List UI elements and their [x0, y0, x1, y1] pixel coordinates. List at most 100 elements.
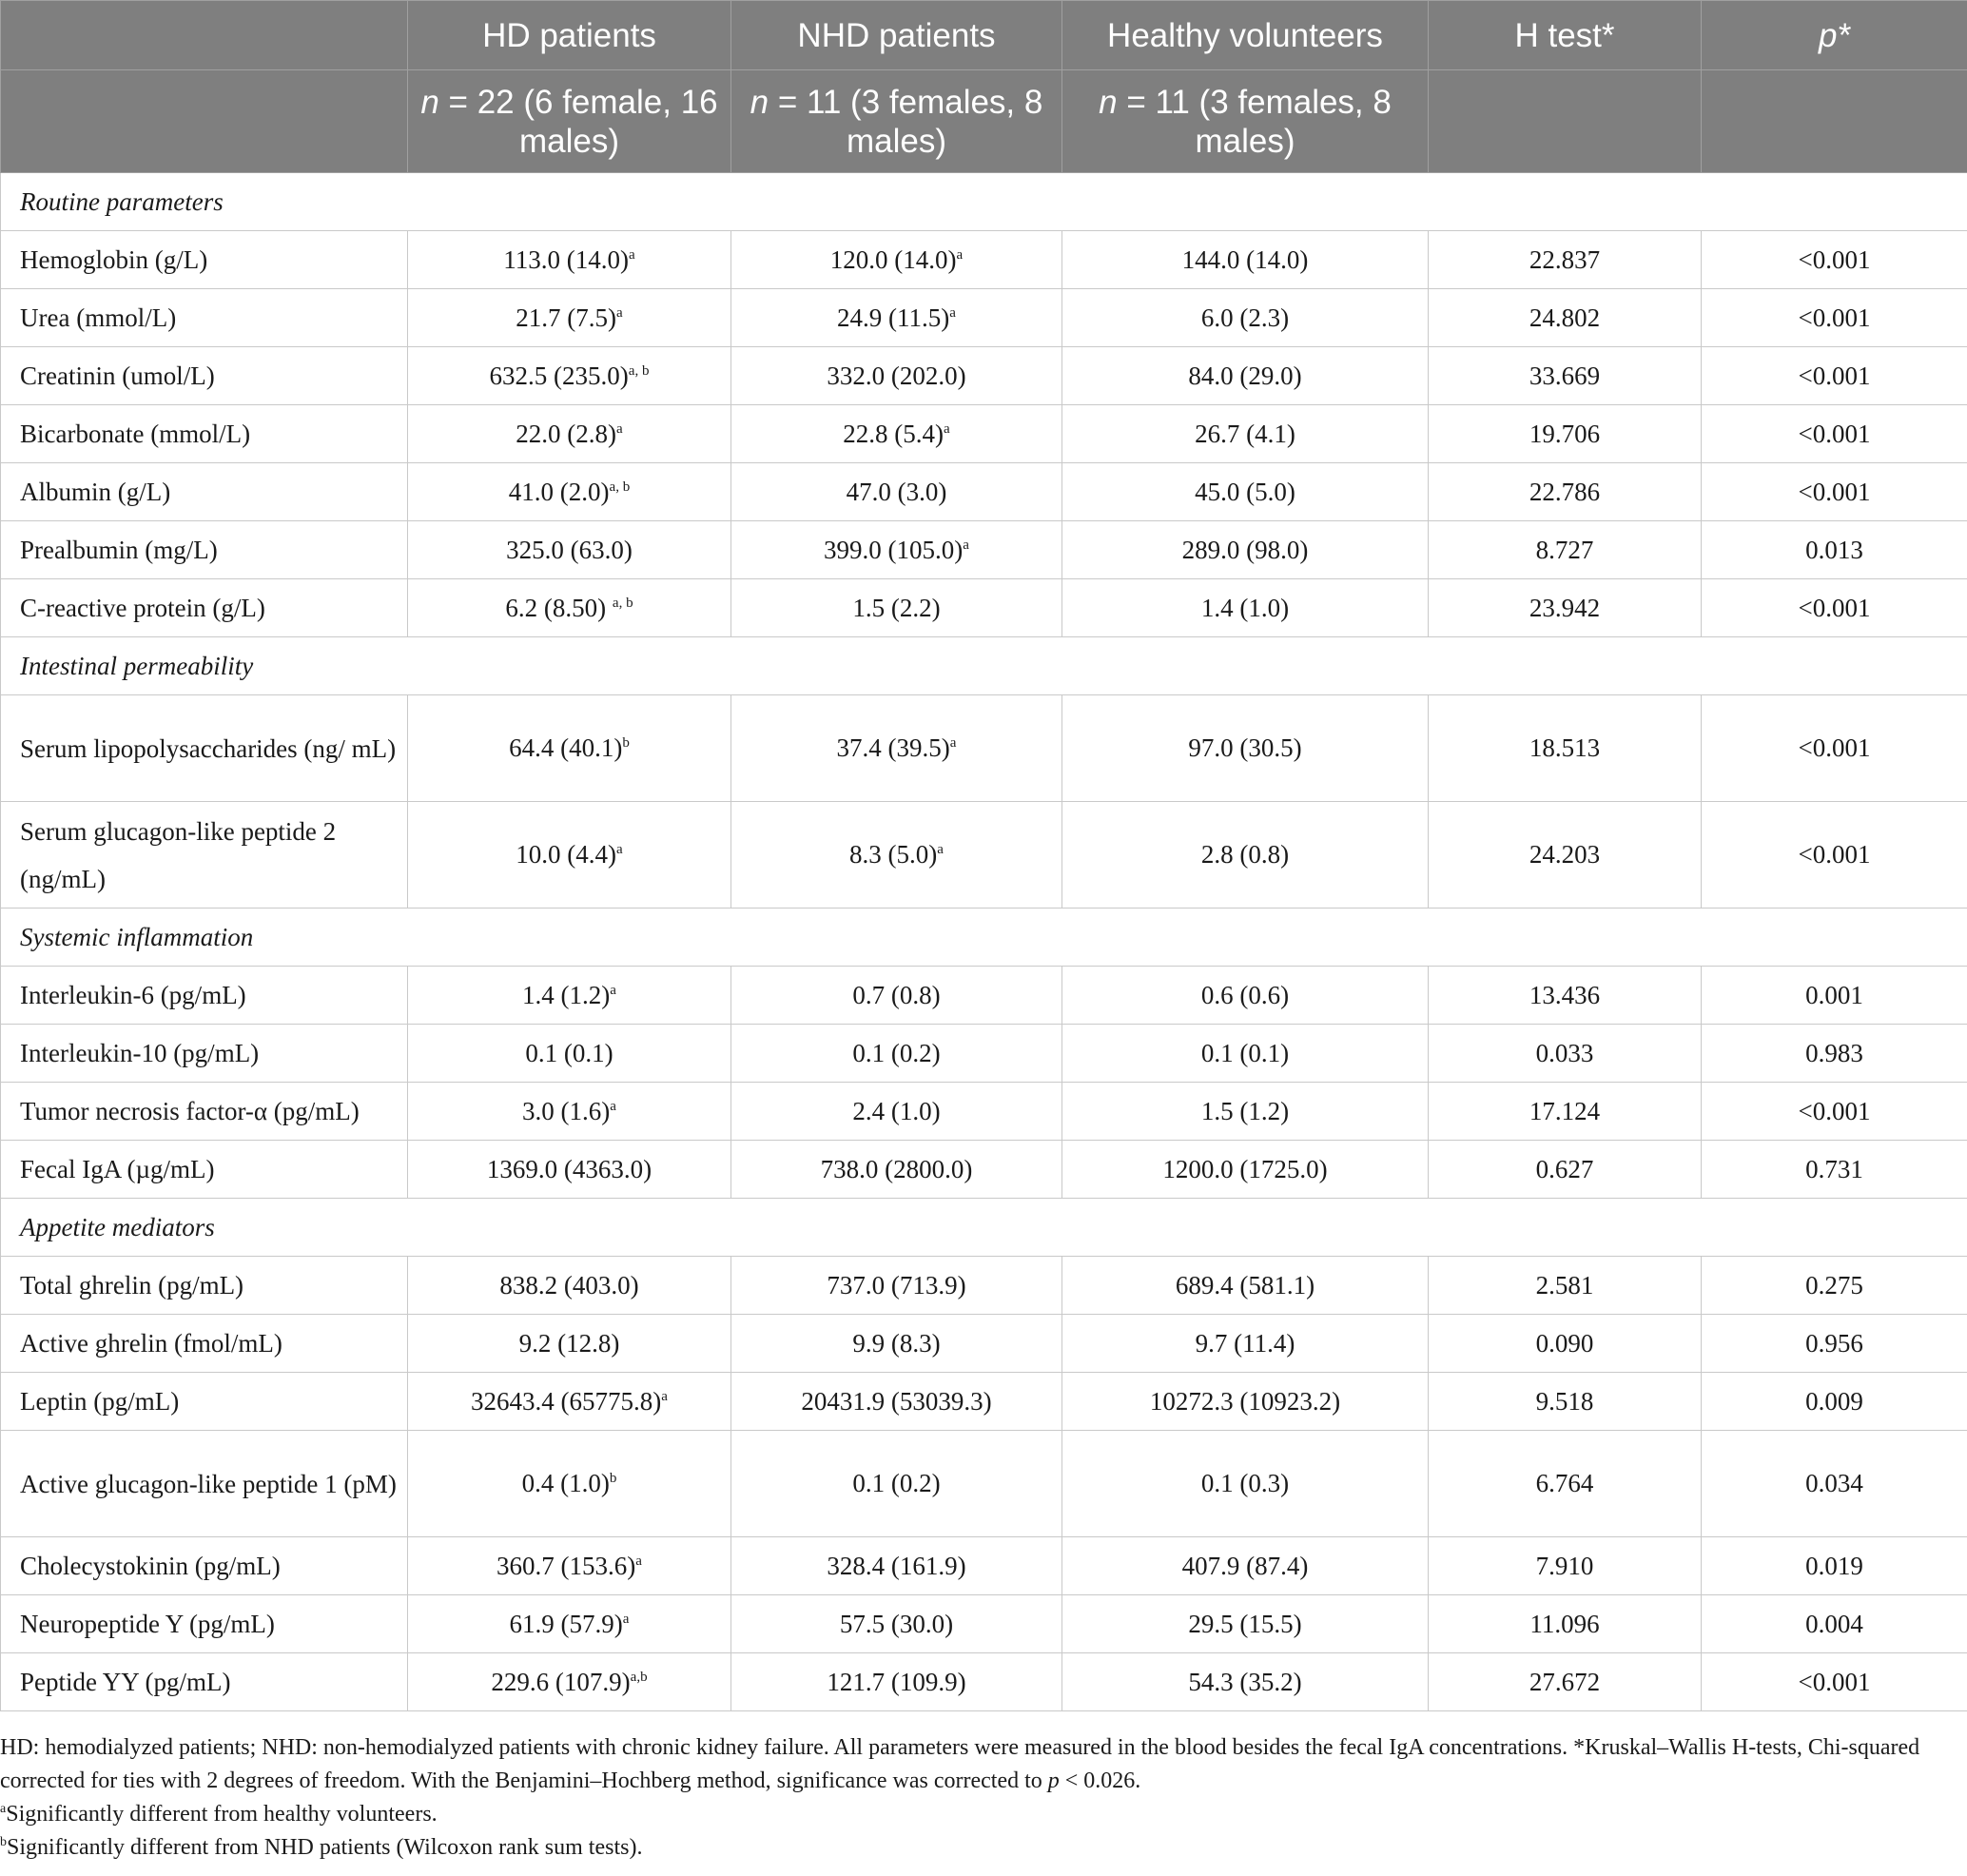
header-row-1: HD patients NHD patients Healthy volunte… — [0, 0, 1967, 70]
nhd-value: 8.3 (5.0) — [849, 840, 938, 869]
nhd-value-cell: 57.5 (30.0) — [730, 1594, 1062, 1653]
hd-value: 10.0 (4.4) — [516, 840, 617, 869]
nhd-value-cell: 47.0 (3.0) — [730, 462, 1062, 521]
hd-value-cell: 0.4 (1.0)b — [407, 1430, 731, 1537]
table-row: Urea (mmol/L) 21.7 (7.5)a 24.9 (11.5)a 6.0 … — [0, 288, 1967, 347]
nhd-value: 0.1 (0.2) — [852, 1469, 941, 1497]
p-value: <0.001 — [1701, 801, 1967, 909]
significance-mark: a — [956, 246, 964, 263]
parameter-label: Prealbumin (mg/L) — [0, 520, 408, 579]
nhd-value: 738.0 (2800.0) — [820, 1154, 973, 1183]
table-footnotes: HD: hemodialyzed patients; NHD: non-hemo… — [0, 1731, 1959, 1865]
table-row: Peptide YY (pg/mL) 229.6 (107.9)a,b 121.7 … — [0, 1652, 1967, 1711]
table-row: Cholecystokinin (pg/mL) 360.7 (153.6)a 328… — [0, 1536, 1967, 1595]
nhd-value-cell: 328.4 (161.9) — [730, 1536, 1062, 1595]
p-value: <0.001 — [1701, 230, 1967, 289]
h-test-value: 11.096 — [1428, 1594, 1702, 1653]
header-empty-1 — [0, 69, 408, 173]
p-value: <0.001 — [1701, 462, 1967, 521]
nhd-value: 2.4 (1.0) — [852, 1096, 941, 1125]
hv-value: 407.9 (87.4) — [1061, 1536, 1429, 1595]
parameter-label: Albumin (g/L) — [0, 462, 408, 521]
hv-value: 1.4 (1.0) — [1061, 578, 1429, 637]
hd-value-cell: 32643.4 (65775.8)a — [407, 1372, 731, 1431]
parameter-label: C-reactive protein (g/L) — [0, 578, 408, 637]
table-row: C-reactive protein (g/L) 6.2 (8.50) a, b 1… — [0, 578, 1967, 637]
header-corner — [0, 0, 408, 70]
hd-value-cell: 1369.0 (4363.0) — [407, 1140, 731, 1199]
nhd-value-cell: 0.1 (0.2) — [730, 1430, 1062, 1537]
nhd-value-cell: 1.5 (2.2) — [730, 578, 1062, 637]
nhd-value-cell: 24.9 (11.5)a — [730, 288, 1062, 347]
significance-mark: a, b — [612, 595, 633, 611]
significance-mark: b — [622, 735, 630, 751]
hv-value: 26.7 (4.1) — [1061, 404, 1429, 463]
nhd-value: 57.5 (30.0) — [839, 1609, 954, 1638]
hd-value: 32643.4 (65775.8) — [471, 1386, 662, 1416]
hv-value: 1200.0 (1725.0) — [1061, 1140, 1429, 1199]
footnote-b-text: Significantly different from NHD patient… — [7, 1835, 643, 1860]
footnote-a-mark: a — [0, 1802, 7, 1816]
p-value: 0.731 — [1701, 1140, 1967, 1199]
h-test-value: 13.436 — [1428, 966, 1702, 1025]
hd-value: 0.4 (1.0) — [521, 1469, 610, 1497]
table-row: Prealbumin (mg/L) 325.0 (63.0) 399.0 (105.… — [0, 520, 1967, 579]
nhd-value-cell: 0.1 (0.2) — [730, 1024, 1062, 1083]
table-row: Hemoglobin (g/L) 113.0 (14.0)a 120.0 (14.0… — [0, 230, 1967, 289]
table-row: Creatinin (umol/L) 632.5 (235.0)a, b 332.0… — [0, 346, 1967, 405]
p-value: <0.001 — [1701, 694, 1967, 802]
table-row: Interleukin-10 (pg/mL) 0.1 (0.1) 0.1 (0.2)… — [0, 1024, 1967, 1083]
p-value: 0.275 — [1701, 1256, 1967, 1315]
hd-value-cell: 10.0 (4.4)a — [407, 801, 731, 909]
nhd-value-cell: 0.7 (0.8) — [730, 966, 1062, 1025]
header-hv-n: n = 11 (3 females, 8 males) — [1061, 69, 1429, 173]
nhd-value-cell: 120.0 (14.0)a — [730, 230, 1062, 289]
table-row: Leptin (pg/mL) 32643.4 (65775.8)a 20431.9 … — [0, 1372, 1967, 1431]
hd-value-cell: 9.2 (12.8) — [407, 1314, 731, 1373]
nhd-value: 399.0 (105.0) — [824, 535, 964, 564]
nhd-value-cell: 738.0 (2800.0) — [730, 1140, 1062, 1199]
h-test-value: 24.203 — [1428, 801, 1702, 909]
header-empty-3 — [1701, 69, 1967, 173]
nhd-value-cell: 121.7 (109.9) — [730, 1652, 1062, 1711]
nhd-value: 47.0 (3.0) — [846, 477, 947, 506]
nhd-value-cell: 399.0 (105.0)a — [730, 520, 1062, 579]
parameter-label: Interleukin-6 (pg/mL) — [0, 966, 408, 1025]
section-title: Routine parameters — [0, 172, 1967, 231]
hv-value: 289.0 (98.0) — [1061, 520, 1429, 579]
section-row: Routine parameters — [0, 172, 1967, 231]
parameter-label: Interleukin-10 (pg/mL) — [0, 1024, 408, 1083]
p-value: <0.001 — [1701, 404, 1967, 463]
h-test-value: 7.910 — [1428, 1536, 1702, 1595]
n-symbol: n — [750, 83, 769, 121]
hd-value-cell: 64.4 (40.1)b — [407, 694, 731, 802]
hd-value: 6.2 (8.50) — [505, 593, 613, 622]
hv-value: 97.0 (30.5) — [1061, 694, 1429, 802]
nhd-value: 0.1 (0.2) — [852, 1038, 941, 1067]
hd-value: 838.2 (403.0) — [499, 1270, 639, 1300]
significance-mark: a, b — [628, 362, 650, 379]
hd-value: 360.7 (153.6) — [497, 1551, 636, 1580]
hv-value: 689.4 (581.1) — [1061, 1256, 1429, 1315]
hd-value: 1369.0 (4363.0) — [486, 1154, 652, 1183]
nhd-value: 332.0 (202.0) — [827, 361, 966, 390]
parameter-label: Peptide YY (pg/mL) — [0, 1652, 408, 1711]
h-test-value: 23.942 — [1428, 578, 1702, 637]
hv-value: 0.1 (0.3) — [1061, 1430, 1429, 1537]
n-symbol: n — [1099, 83, 1118, 121]
parameter-label: Neuropeptide Y (pg/mL) — [0, 1594, 408, 1653]
section-title: Appetite mediators — [0, 1198, 1967, 1257]
hd-value: 64.4 (40.1) — [509, 733, 623, 762]
parameter-label: Serum glucagon-like peptide 2 (ng/mL) — [0, 801, 408, 909]
significance-mark: a — [610, 982, 616, 998]
table-row: Fecal IgA (µg/mL) 1369.0 (4363.0) 738.0 (2… — [0, 1140, 1967, 1199]
significance-mark: a — [616, 420, 623, 437]
significance-mark: a,b — [630, 1669, 648, 1685]
hv-value: 0.1 (0.1) — [1061, 1024, 1429, 1083]
h-test-value: 22.786 — [1428, 462, 1702, 521]
significance-mark: a — [635, 1553, 642, 1569]
table-row: Active ghrelin (fmol/mL) 9.2 (12.8) 9.9 (8… — [0, 1314, 1967, 1373]
parameter-label: Fecal IgA (µg/mL) — [0, 1140, 408, 1199]
hd-value: 22.0 (2.8) — [516, 419, 617, 448]
significance-mark: a — [661, 1388, 668, 1404]
